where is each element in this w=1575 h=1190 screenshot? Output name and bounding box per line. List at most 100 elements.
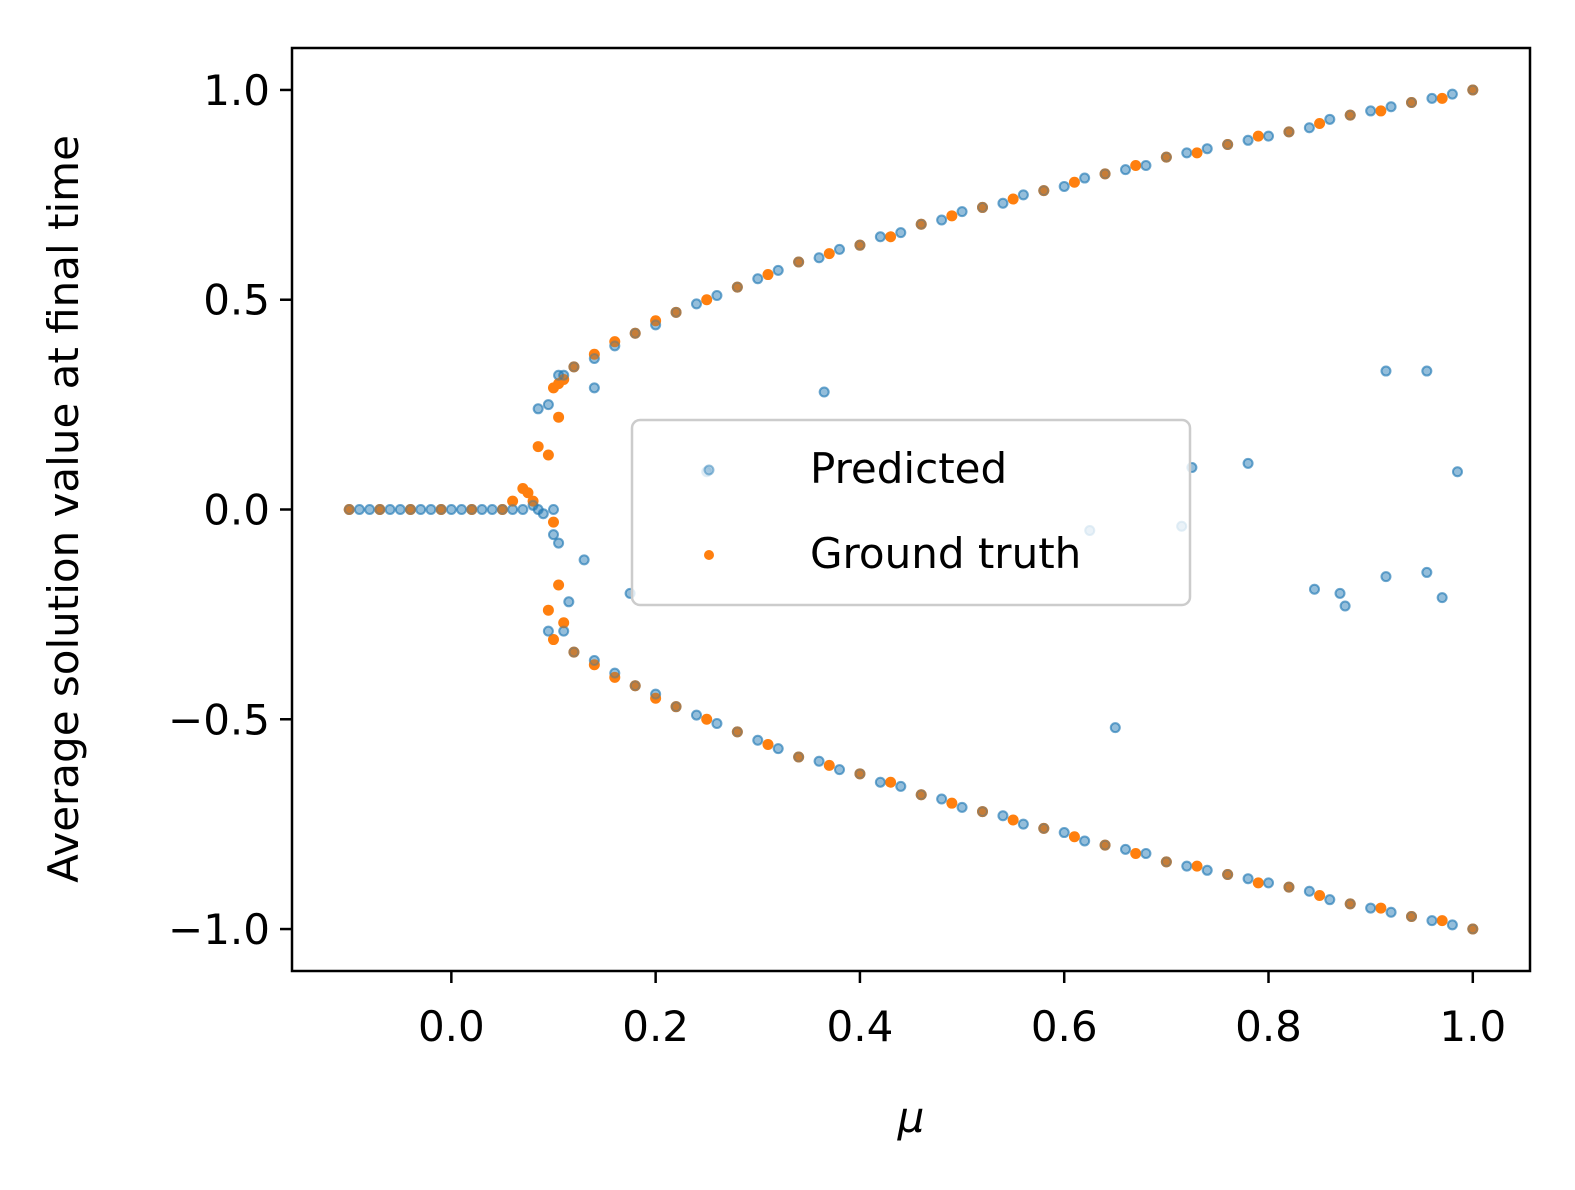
predicted-point: [1017, 818, 1029, 830]
ground-truth-point: [547, 516, 559, 528]
predicted-point: [690, 709, 702, 721]
ground-truth-point: [1038, 185, 1050, 197]
predicted-point: [818, 386, 830, 398]
predicted-point: [1283, 126, 1295, 138]
predicted-point: [874, 231, 886, 243]
predicted-point: [813, 755, 825, 767]
predicted-point: [547, 529, 559, 541]
predicted-point: [553, 537, 565, 549]
ground-truth-point: [1375, 105, 1387, 117]
predicted-point: [1201, 864, 1213, 876]
predicted-point: [1380, 571, 1392, 583]
ground-truth-point: [1406, 910, 1418, 922]
predicted-point: [895, 227, 907, 239]
ground-truth-point: [701, 713, 713, 725]
x-tick-label: 1.0: [1439, 1002, 1506, 1051]
ground-truth-point: [946, 210, 958, 222]
predicted-point: [854, 239, 866, 251]
predicted-point: [1426, 92, 1438, 104]
ground-truth-point: [977, 201, 989, 213]
legend-label-predicted: Predicted: [810, 444, 1007, 493]
y-axis-label: Average solution value at final time: [39, 135, 88, 883]
ground-truth-point: [507, 495, 519, 507]
predicted-point: [1446, 919, 1458, 931]
ground-truth-point: [701, 294, 713, 306]
predicted-point: [1109, 722, 1121, 734]
predicted-point: [415, 504, 427, 515]
predicted-point: [1380, 571, 1392, 583]
ground-truth-point: [1130, 848, 1142, 860]
predicted-point: [532, 403, 544, 415]
predicted-point: [1385, 906, 1397, 918]
predicted-point: [542, 625, 554, 637]
predicted-point: [532, 504, 544, 515]
predicted-point: [1426, 915, 1438, 927]
ground-truth-point: [466, 504, 478, 515]
ground-truth-point: [343, 504, 355, 515]
predicted-point: [936, 793, 948, 805]
predicted-point: [1099, 168, 1111, 180]
predicted-point: [1079, 835, 1091, 847]
predicted-point: [772, 743, 784, 755]
ground-truth-point: [670, 306, 682, 318]
ground-truth-point: [1375, 902, 1387, 914]
ground-truth-point: [1283, 126, 1295, 138]
ground-truth-point: [542, 449, 554, 461]
predicted-point: [476, 504, 488, 515]
predicted-point: [1058, 180, 1070, 192]
ground-truth-point: [1344, 109, 1356, 121]
predicted-point: [1303, 122, 1315, 134]
predicted-point: [752, 273, 764, 285]
ground-truth-point: [374, 504, 386, 515]
legend-marker-ground-truth: [704, 550, 714, 560]
series-ground-truth: [343, 84, 1479, 935]
predicted-point: [374, 504, 386, 515]
predicted-point: [690, 709, 702, 721]
predicted-point: [527, 499, 539, 511]
predicted-point: [895, 780, 907, 792]
predicted-point: [1201, 143, 1213, 155]
predicted-point: [384, 504, 396, 515]
predicted-point: [563, 596, 575, 608]
predicted-point: [445, 504, 457, 515]
predicted-point: [537, 508, 549, 520]
predicted-point: [1308, 583, 1320, 595]
predicted-point: [1242, 873, 1254, 885]
predicted-point: [588, 655, 600, 667]
ground-truth-point: [1068, 176, 1080, 188]
predicted-point: [936, 214, 948, 226]
predicted-point: [1181, 147, 1193, 159]
predicted-point: [425, 504, 437, 515]
predicted-point: [1058, 180, 1070, 192]
ground-truth-point: [553, 411, 565, 423]
predicted-point: [588, 352, 600, 364]
predicted-point: [977, 201, 989, 213]
ground-truth-point: [547, 634, 559, 646]
predicted-point: [1385, 101, 1397, 113]
predicted-point: [1334, 587, 1346, 599]
ground-truth-point: [588, 659, 600, 671]
predicted-point: [486, 504, 498, 515]
ground-truth-point: [1191, 860, 1203, 872]
predicted-point: [997, 810, 1009, 822]
predicted-point: [1324, 894, 1336, 906]
predicted-point: [874, 776, 886, 788]
predicted-point: [956, 206, 968, 218]
predicted-point: [563, 596, 575, 608]
predicted-point: [1365, 902, 1377, 914]
x-tick-label: 0.8: [1235, 1002, 1302, 1051]
y-tick-label: −1.0: [168, 905, 270, 954]
predicted-point: [711, 290, 723, 302]
predicted-point: [752, 273, 764, 285]
ground-truth-point: [542, 604, 554, 616]
predicted-point: [542, 399, 554, 411]
predicted-point: [1079, 835, 1091, 847]
predicted-point: [466, 504, 478, 515]
predicted-point: [547, 504, 559, 515]
predicted-point: [558, 369, 570, 381]
ground-truth-point: [915, 789, 927, 801]
predicted-point: [1222, 869, 1234, 881]
predicted-point: [956, 206, 968, 218]
predicted-point: [1324, 113, 1336, 125]
predicted-point: [833, 243, 845, 255]
